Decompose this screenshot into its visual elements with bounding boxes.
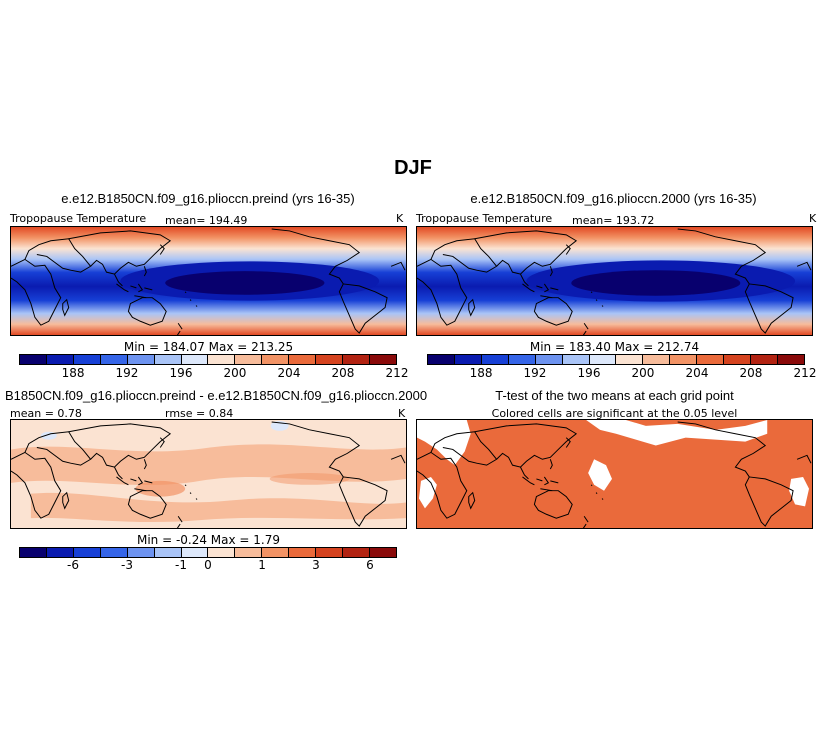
tick-label: -1 [175,558,187,572]
tick-label: 192 [523,366,547,380]
panel-3-colorbar [19,547,397,558]
figure-title: DJF [394,157,432,179]
panel-3-map [10,419,407,529]
tick-label: 0 [204,558,212,572]
tick-label: 208 [331,366,355,380]
tick-label: 3 [312,558,320,572]
panel-1-units: K [396,212,404,225]
tick-label: 1 [258,558,266,572]
panel-2-units: K [809,212,817,225]
tick-label: 204 [277,366,301,380]
tick-label: 208 [739,366,763,380]
panel-3-mean: mean = 0.78 [10,407,82,420]
panel-2-map [416,226,813,336]
panel-2-minmax: Min = 183.40 Max = 212.74 [529,340,700,354]
tick-label: 200 [631,366,655,380]
tick-label: 196 [169,366,193,380]
panel-1-colorbar [19,354,397,365]
tick-label: 204 [685,366,709,380]
panel-2-colorbar [427,354,805,365]
panel-3-minmax: Min = -0.24 Max = 1.79 [136,533,281,547]
panel-3-tick-labels: -6 -3 -1 0 1 3 6 [19,558,397,574]
tick-label: -6 [67,558,79,572]
tick-label: 188 [469,366,493,380]
tick-label: 200 [223,366,247,380]
panel-3-units: K [398,407,406,420]
panel-4-subtitle: Colored cells are significant at the 0.0… [491,407,738,420]
tick-label: 212 [385,366,409,380]
panel-3-title: B1850CN.f09_g16.plioccn.preind - e.e12.B… [5,388,428,403]
panel-1-mean: mean= 194.49 [165,214,248,227]
panel-1-title: e.e12.B1850CN.f09_g16.plioccn.preind (yr… [61,191,355,206]
panel-3-rmse: rmse = 0.84 [165,407,234,420]
panel-1-minmax: Min = 184.07 Max = 213.25 [123,340,294,354]
tick-label: -3 [121,558,133,572]
panel-4-map [416,419,813,529]
panel-2-title: e.e12.B1850CN.f09_g16.plioccn.2000 (yrs … [470,191,757,206]
panel-2-variable: Tropopause Temperature [416,212,553,225]
tick-label: 196 [577,366,601,380]
panel-4-title: T-test of the two means at each grid poi… [495,388,734,403]
panel-1-variable: Tropopause Temperature [10,212,147,225]
tick-label: 192 [115,366,139,380]
panel-1-map [10,226,407,336]
tick-label: 212 [793,366,817,380]
tick-label: 6 [366,558,374,572]
panel-1-tick-labels: 188 192 196 200 204 208 212 [19,366,409,382]
panel-2-mean: mean= 193.72 [572,214,655,227]
panel-2-tick-labels: 188 192 196 200 204 208 212 [427,366,817,382]
tick-label: 188 [61,366,85,380]
